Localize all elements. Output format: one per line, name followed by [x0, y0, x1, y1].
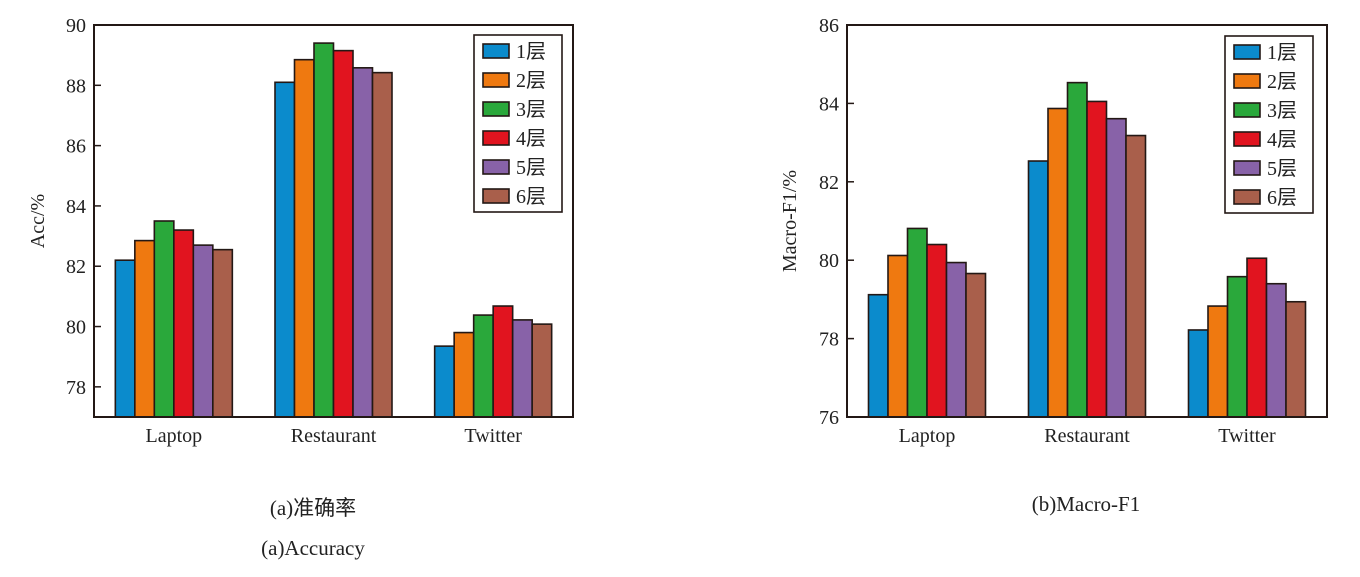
bar-0-laptop-1: [114, 259, 136, 418]
legend-swatch-0-3: [482, 101, 510, 117]
y-tick-label-0-1: 80: [66, 317, 86, 339]
bar-0-laptop-5: [192, 244, 214, 418]
legend-swatch-0-1: [482, 43, 510, 59]
bar-0-restaurant-6: [371, 71, 393, 418]
legend-swatch-0-2: [482, 72, 510, 88]
y-tick-label-0-6: 90: [66, 15, 86, 37]
bar-0-twitter-6: [531, 323, 553, 418]
caption-a-cn: (a)准确率: [269, 496, 357, 520]
legend-swatch-0-5: [482, 159, 510, 175]
legend-label-1-5: 5层: [1267, 158, 1297, 180]
legend-label-1-2: 2层: [1267, 71, 1297, 93]
bar-0-restaurant-5: [352, 67, 374, 418]
bar-1-laptop-5: [945, 261, 967, 418]
legend-label-0-6: 6层: [516, 186, 546, 208]
bar-0-laptop-4: [173, 229, 195, 418]
legend-label-0-5: 5层: [516, 157, 546, 179]
bar-1-twitter-6: [1285, 300, 1307, 418]
legend-swatch-0-6: [482, 188, 510, 204]
x-tick-label-0-2: Twitter: [464, 425, 522, 447]
y-tick-label-1-1: 78: [819, 329, 839, 351]
x-tick-label-1-0: Laptop: [899, 425, 956, 447]
bar-1-twitter-3: [1226, 275, 1248, 418]
bar-0-restaurant-1: [274, 81, 296, 418]
legend-swatch-1-4: [1233, 131, 1261, 147]
x-tick-label-1-1: Restaurant: [1044, 425, 1130, 447]
legend-swatch-1-3: [1233, 102, 1261, 118]
y-tick-label-1-4: 84: [819, 93, 839, 115]
caption-b: (b)Macro-F1: [1031, 492, 1141, 516]
bar-1-laptop-4: [926, 243, 948, 418]
y-axis-label-1: Macro-F1/%: [779, 170, 801, 272]
bar-0-restaurant-3: [313, 42, 335, 418]
bar-0-twitter-3: [472, 314, 494, 418]
bar-1-twitter-2: [1207, 305, 1229, 418]
legend-label-1-1: 1层: [1267, 42, 1297, 64]
legend-label-0-3: 3层: [516, 99, 546, 121]
bar-1-twitter-1: [1187, 329, 1209, 418]
y-tick-label-0-4: 86: [66, 136, 86, 158]
legend-label-0-2: 2层: [516, 70, 546, 92]
bar-1-restaurant-2: [1047, 107, 1069, 418]
legend-swatch-1-5: [1233, 160, 1261, 176]
legend-swatch-1-1: [1233, 44, 1261, 60]
bar-0-laptop-6: [212, 248, 234, 418]
bar-1-laptop-3: [906, 227, 928, 418]
bar-1-laptop-1: [867, 293, 889, 418]
bar-1-laptop-6: [965, 272, 987, 418]
bar-1-restaurant-3: [1066, 81, 1088, 418]
bar-0-twitter-5: [511, 319, 533, 418]
y-tick-label-0-2: 82: [66, 256, 86, 278]
legend-label-1-3: 3层: [1267, 100, 1297, 122]
plot-frame-0: [93, 24, 574, 418]
bar-0-restaurant-2: [293, 58, 315, 418]
bar-1-restaurant-1: [1027, 160, 1049, 418]
legend-label-1-4: 4层: [1267, 129, 1297, 151]
y-tick-label-0-3: 84: [66, 196, 86, 218]
bar-0-restaurant-4: [332, 49, 354, 418]
y-tick-label-0-0: 78: [66, 377, 86, 399]
y-tick-label-0-5: 88: [66, 75, 86, 97]
legend-label-1-6: 6层: [1267, 187, 1297, 209]
bar-1-restaurant-4: [1086, 100, 1108, 418]
bar-1-laptop-2: [887, 254, 909, 418]
legend-label-0-1: 1层: [516, 41, 546, 63]
y-tick-label-1-2: 80: [819, 250, 839, 272]
bar-1-twitter-5: [1265, 282, 1287, 418]
legend-1: [1224, 35, 1314, 214]
x-tick-label-1-2: Twitter: [1218, 425, 1276, 447]
legend-swatch-0-4: [482, 130, 510, 146]
y-axis-label-0: Acc/%: [27, 194, 49, 248]
legend-label-0-4: 4层: [516, 128, 546, 150]
bar-1-twitter-4: [1246, 257, 1268, 418]
bar-0-laptop-2: [134, 239, 156, 418]
bar-0-laptop-3: [153, 220, 175, 418]
bar-1-restaurant-6: [1125, 134, 1147, 418]
legend-swatch-1-6: [1233, 189, 1261, 205]
y-tick-label-1-0: 76: [819, 407, 839, 429]
bar-1-restaurant-5: [1105, 117, 1127, 418]
legend-0: [473, 34, 563, 213]
bar-0-twitter-2: [453, 331, 475, 418]
legend-swatch-1-2: [1233, 73, 1261, 89]
bar-0-twitter-4: [492, 305, 514, 418]
y-tick-label-1-5: 86: [819, 15, 839, 37]
x-tick-label-0-1: Restaurant: [291, 425, 377, 447]
caption-a-en: (a)Accuracy: [261, 536, 365, 560]
x-tick-label-0-0: Laptop: [146, 425, 203, 447]
bar-0-twitter-1: [433, 345, 455, 418]
plot-frame-1: [846, 24, 1328, 418]
y-tick-label-1-3: 82: [819, 172, 839, 194]
